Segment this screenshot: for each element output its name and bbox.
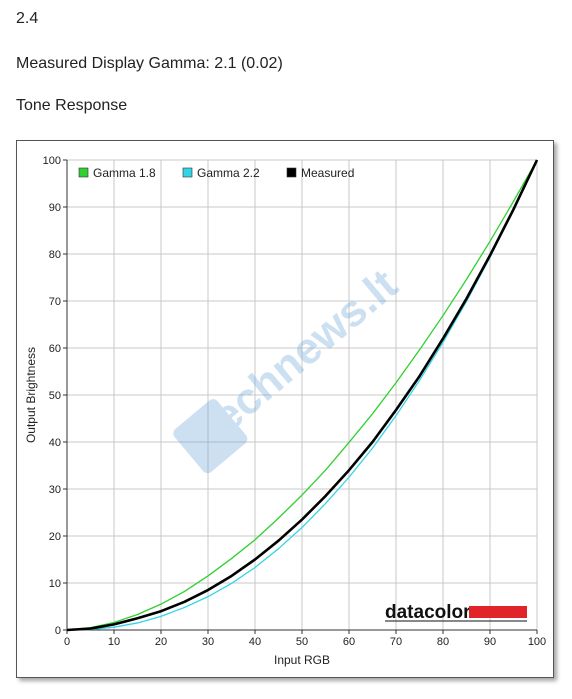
legend-label: Gamma 1.8 (93, 166, 156, 180)
x-tick-label: 10 (108, 636, 120, 648)
datacolor-logo: datacolor (385, 602, 527, 623)
x-tick-label: 0 (64, 636, 70, 648)
y-tick-label: 60 (49, 343, 61, 355)
x-tick-label: 80 (437, 636, 449, 648)
series-lines (66, 159, 539, 632)
watermark-badge (173, 399, 248, 474)
section-title: Tone Response (16, 97, 128, 114)
logo-text: datacolor (385, 602, 471, 623)
legend-swatch (182, 167, 193, 178)
y-tick-label: 40 (49, 437, 61, 449)
measured-gamma-text: Measured Display Gamma: 2.1 (0.02) (16, 55, 283, 72)
series-line-gamma-2-2 (66, 159, 538, 631)
y-tick-label: 20 (49, 531, 61, 543)
y-tick-label: 90 (49, 202, 61, 214)
series-line-gamma-1-8 (66, 159, 538, 631)
chart-frame: 0 10 20 30 40 50 60 70 80 90 100 0 10 20 30 40 50 60 70 80 9… (16, 140, 554, 678)
x-tick-label: 20 (155, 636, 167, 648)
y-tick-label: 70 (49, 296, 61, 308)
legend-label: Gamma 2.2 (197, 166, 260, 180)
axes: 0 10 20 30 40 50 60 70 80 90 100 0 10 20 30 40 50 60 70 80 9… (24, 155, 546, 667)
y-tick-label: 0 (55, 625, 61, 637)
legend-label: Measured (301, 166, 354, 180)
legend-swatch (286, 167, 297, 178)
x-tick-label: 70 (390, 636, 402, 648)
logo-bar (469, 606, 527, 618)
watermark-text: technews.lt (192, 260, 407, 452)
grid (66, 159, 538, 631)
y-tick-label: 80 (49, 249, 61, 261)
x-axis-title: Input RGB (274, 653, 330, 667)
x-tick-label: 90 (484, 636, 496, 648)
x-tick-label: 40 (249, 636, 261, 648)
y-tick-label: 10 (49, 578, 61, 590)
tone-response-chart: 0 10 20 30 40 50 60 70 80 90 100 0 10 20 30 40 50 60 70 80 9… (24, 155, 546, 667)
x-tick-label: 50 (296, 636, 308, 648)
legend-swatch (78, 167, 89, 178)
y-tick-label: 100 (43, 155, 61, 167)
y-axis-title: Output Brightness (24, 347, 38, 443)
x-tick-label: 30 (202, 636, 214, 648)
version-label: 2.4 (16, 10, 39, 27)
y-tick-label: 50 (49, 390, 61, 402)
x-tick-label: 100 (528, 636, 546, 648)
series-line-measured (66, 159, 539, 632)
legend: Gamma 1.8 Gamma 2.2 Measured (78, 166, 354, 180)
y-tick-label: 30 (49, 484, 61, 496)
x-tick-label: 60 (343, 636, 355, 648)
